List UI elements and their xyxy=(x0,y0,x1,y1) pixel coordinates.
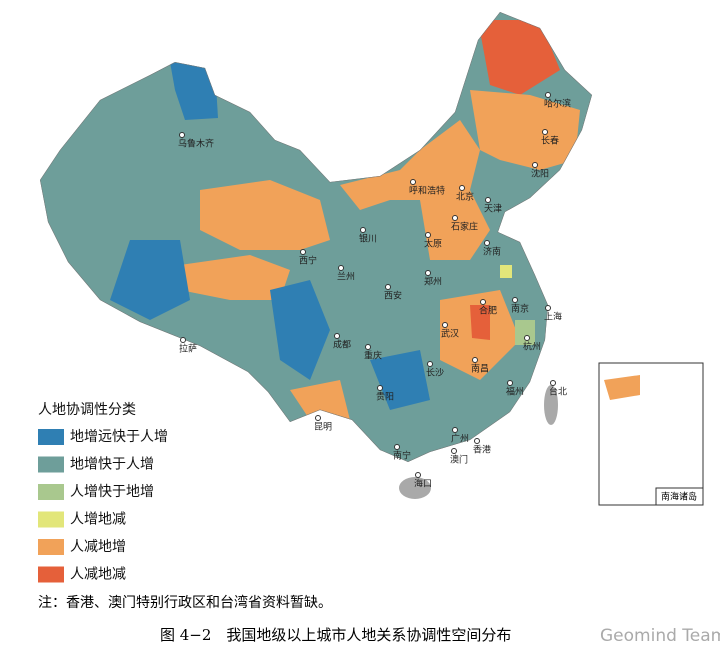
city-dot xyxy=(425,232,431,238)
legend-label: 地增远快于人增 xyxy=(70,429,168,445)
city-label: 兰州 xyxy=(337,271,355,283)
city-label: 长沙 xyxy=(426,367,444,379)
caption: 图 4−2 我国地级以上城市人地关系协调性空间分布 xyxy=(160,626,511,644)
inset-label: 南海诸岛 xyxy=(661,491,697,503)
legend-label: 人增地减 xyxy=(70,512,126,528)
city-dot xyxy=(300,249,306,255)
city-label: 银川 xyxy=(359,233,377,245)
watermark: Geomind Team xyxy=(600,626,720,646)
city-dot xyxy=(427,361,433,367)
city-dot xyxy=(451,448,457,454)
city-label: 西安 xyxy=(384,290,402,302)
inset-label-box xyxy=(655,487,704,506)
city-label: 西宁 xyxy=(299,255,317,267)
city-dot xyxy=(179,132,185,138)
city-dot xyxy=(360,227,366,233)
legend-swatch xyxy=(38,484,64,500)
city-dot xyxy=(512,297,518,303)
legend-label: 人减地减 xyxy=(70,567,126,583)
legend-label: 人增快于地增 xyxy=(70,484,154,500)
legend-label: 人减地增 xyxy=(70,539,126,555)
city-label: 昆明 xyxy=(314,422,332,433)
city-label: 重庆 xyxy=(364,350,382,362)
city-label: 杭州 xyxy=(523,341,541,353)
city-dot xyxy=(365,344,371,350)
city-dot xyxy=(550,380,556,386)
city-dot xyxy=(524,335,530,341)
city-label: 南京 xyxy=(511,303,529,315)
city-label: 太原 xyxy=(424,238,442,250)
city-dot xyxy=(385,284,391,290)
city-dot xyxy=(545,92,551,98)
city-label: 广州 xyxy=(451,433,469,445)
legend-title: 人地协调性分类 xyxy=(38,402,136,418)
city-label: 沈阳 xyxy=(531,168,549,180)
city-label: 成都 xyxy=(333,339,351,351)
city-dot xyxy=(507,380,513,386)
legend-label: 地增快于人增 xyxy=(70,457,154,473)
city-dot xyxy=(542,129,548,135)
city-label: 南昌 xyxy=(471,363,489,375)
city-dot xyxy=(452,427,458,433)
taiwan xyxy=(544,385,558,425)
city-label: 拉萨 xyxy=(179,343,197,355)
city-dot xyxy=(459,185,465,191)
legend-swatch xyxy=(38,429,64,445)
city-label: 南宁 xyxy=(393,450,411,462)
city-dot xyxy=(377,385,383,391)
legend-swatch xyxy=(38,511,64,528)
city-label: 香港 xyxy=(473,444,491,456)
city-label: 呼和浩特 xyxy=(409,185,445,197)
city-dot xyxy=(425,270,431,276)
city-label: 澳门 xyxy=(450,454,468,466)
city-dot xyxy=(410,179,416,185)
city-dot xyxy=(180,337,186,343)
city-dot xyxy=(474,438,480,444)
city-label: 天津 xyxy=(484,204,502,215)
city-dot xyxy=(545,305,551,311)
city-dot xyxy=(484,240,490,246)
city-label: 贵阳 xyxy=(376,391,394,403)
inset-land xyxy=(604,375,640,400)
city-dot xyxy=(452,215,458,221)
city-dot xyxy=(334,333,340,339)
city-label: 台北 xyxy=(549,386,567,398)
city-label: 石家庄 xyxy=(451,221,478,233)
city-label: 长春 xyxy=(541,135,559,147)
city-dot xyxy=(394,444,400,450)
city-label: 济南 xyxy=(483,246,501,258)
city-label: 上海 xyxy=(544,311,562,323)
city-dot xyxy=(315,415,321,421)
note: 注：香港、澳门特别行政区和台湾省资料暂缺。 xyxy=(38,594,332,611)
city-label: 合肥 xyxy=(479,305,497,317)
city-dot xyxy=(472,357,478,363)
hainan xyxy=(399,477,431,499)
city-label: 海口 xyxy=(414,478,432,490)
city-label: 郑州 xyxy=(424,276,442,288)
city-label: 武汉 xyxy=(441,328,459,340)
legend-swatch xyxy=(38,539,64,555)
legend-swatch xyxy=(38,566,64,583)
city-label: 北京 xyxy=(456,191,474,203)
city-dot xyxy=(485,197,491,203)
city-label: 福州 xyxy=(506,386,524,398)
city-dot xyxy=(442,322,448,328)
city-dot xyxy=(532,162,538,168)
city-dot xyxy=(415,472,421,478)
city-label: 哈尔滨 xyxy=(544,98,571,110)
city-dot xyxy=(338,265,344,271)
legend-swatch xyxy=(38,456,64,473)
city-dot xyxy=(480,299,486,305)
city-label: 乌鲁木齐 xyxy=(178,138,214,150)
